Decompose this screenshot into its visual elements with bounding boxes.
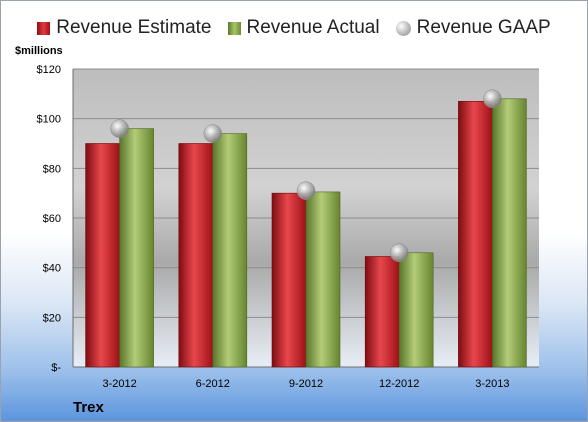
- x-tick-label: 6-2012: [196, 378, 230, 390]
- legend-swatch-estimate: [37, 21, 51, 35]
- gaap-marker: [203, 124, 223, 143]
- gaap-marker: [483, 89, 502, 109]
- bar-actual: [398, 252, 434, 368]
- x-tick-label: 9-2012: [289, 378, 323, 390]
- legend-label-gaap: Revenue GAAP: [416, 17, 551, 38]
- y-tick-label: $60: [43, 213, 61, 225]
- y-tick-label: $40: [43, 263, 61, 275]
- gaap-marker: [296, 181, 316, 200]
- bar-actual: [492, 98, 527, 368]
- y-tick-label: $-: [51, 362, 61, 374]
- bar-actual: [119, 128, 154, 368]
- y-tick-label: $20: [43, 312, 61, 324]
- gaap-marker: [389, 243, 409, 263]
- bar-estimate: [271, 192, 307, 368]
- bar-estimate: [364, 256, 400, 368]
- bar-estimate: [178, 143, 214, 368]
- legend-item-actual: Revenue Actual: [227, 17, 380, 39]
- x-tick-label: 12-2012: [379, 378, 419, 390]
- bar-estimate: [458, 100, 493, 368]
- y-tick-label: $100: [37, 114, 61, 126]
- bar-actual: [305, 191, 341, 368]
- units-label: $millions: [15, 45, 63, 57]
- gaap-marker: [110, 119, 129, 138]
- y-tick-label: $120: [37, 64, 61, 76]
- legend-label-actual: Revenue Actual: [246, 17, 380, 38]
- legend-item-gaap: Revenue GAAP: [395, 17, 551, 39]
- legend-swatch-actual: [227, 21, 241, 35]
- x-tick-label: 3-2013: [475, 378, 509, 390]
- bar-actual: [212, 133, 248, 368]
- legend: Revenue Estimate Revenue Actual Revenue …: [1, 17, 587, 39]
- legend-item-estimate: Revenue Estimate: [37, 17, 212, 39]
- legend-swatch-gaap: [395, 20, 411, 36]
- legend-label-estimate: Revenue Estimate: [56, 17, 212, 38]
- y-tick-label: $80: [43, 163, 61, 175]
- company-label: Trex: [73, 399, 104, 416]
- x-tick-label: 3-2012: [102, 378, 136, 390]
- bar-estimate: [85, 143, 120, 368]
